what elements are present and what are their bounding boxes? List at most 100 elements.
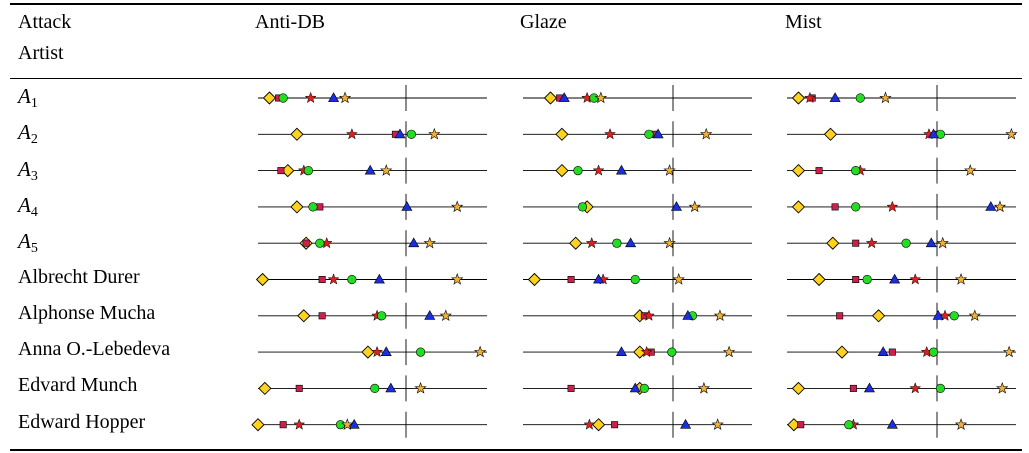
star-orange-marker (451, 273, 464, 285)
triangle-marker (558, 92, 570, 102)
triangle-marker (629, 382, 641, 393)
circle-marker (370, 383, 380, 394)
diamond-marker (290, 127, 304, 141)
star-orange-marker (993, 200, 1007, 213)
triangle-marker (385, 382, 397, 393)
row-label: Albrecht Durer (18, 266, 140, 289)
circle-marker (851, 166, 861, 176)
square-marker (277, 167, 285, 175)
circle-marker (855, 93, 865, 103)
diamond-marker (791, 200, 806, 214)
row-label-subscript: 5 (30, 241, 38, 257)
square-marker (852, 239, 860, 247)
square-marker (836, 312, 844, 320)
triangle-marker (424, 309, 436, 320)
square-marker (302, 239, 310, 247)
star-orange-marker (964, 164, 977, 176)
star-orange-marker (380, 164, 393, 176)
row-label: Edward Hopper (18, 411, 145, 434)
circle-marker (901, 238, 911, 248)
row-label-text: A (18, 192, 31, 217)
row-label-subscript: 2 (30, 132, 38, 148)
star-orange-marker (954, 418, 968, 430)
table-top-rule (10, 3, 1022, 5)
star-orange-marker (338, 91, 352, 104)
square-marker (295, 384, 303, 392)
circle-marker (278, 93, 288, 103)
square-marker (797, 421, 805, 429)
triangle-marker (670, 201, 682, 211)
row-label: A1 (18, 84, 38, 112)
row-label-text: A (18, 229, 31, 254)
star-orange-marker (1002, 345, 1016, 358)
triangle-marker (829, 92, 841, 102)
diamond-marker (527, 272, 542, 287)
star-orange-marker (697, 381, 711, 394)
triangle-marker (328, 92, 340, 102)
triangle-marker (932, 309, 944, 320)
diamond-marker (262, 91, 277, 105)
square-marker (316, 203, 324, 211)
diamond-marker (835, 345, 849, 359)
triangle-marker (877, 346, 889, 357)
star-orange-marker (968, 309, 981, 322)
circle-marker (844, 420, 854, 430)
star-red-marker (293, 418, 306, 430)
star-red-marker (585, 236, 598, 249)
triangle-marker (364, 164, 376, 175)
circle-marker (612, 238, 622, 248)
star-red-marker (304, 91, 317, 104)
header-attack-label: Attack (18, 11, 72, 33)
circle-marker (949, 311, 959, 321)
row-label-text: Edvard Munch (18, 374, 138, 397)
triangle-marker (373, 273, 385, 284)
star-orange-marker (711, 418, 724, 430)
circle-marker (308, 202, 318, 212)
row-label-text: Albrecht Durer (18, 265, 140, 288)
row-label: A3 (18, 157, 38, 185)
diamond-marker (871, 309, 886, 323)
star-red-marker (603, 127, 617, 140)
triangle-marker (593, 273, 605, 284)
circle-marker (577, 202, 588, 212)
star-orange-marker (439, 309, 452, 322)
row-label-subscript: 3 (30, 168, 38, 184)
triangle-marker (925, 237, 937, 248)
star-red-marker (803, 91, 816, 104)
square-marker (888, 348, 896, 356)
circle-marker (406, 129, 417, 139)
circle-marker (935, 383, 946, 394)
star-orange-marker (451, 200, 464, 213)
row-label-text: A (18, 84, 31, 108)
star-orange-marker (936, 236, 949, 249)
square-marker (849, 384, 857, 392)
column-header-glaze: Glaze (520, 11, 567, 33)
diamond-marker (255, 272, 270, 287)
diamond-marker (591, 418, 606, 432)
circle-marker (851, 202, 861, 212)
star-orange-marker (663, 236, 676, 249)
star-orange-marker (700, 127, 713, 140)
star-orange-marker (722, 345, 736, 358)
star-red-marker (345, 127, 358, 140)
row-label: A5 (18, 229, 38, 257)
circle-marker (303, 166, 313, 176)
triangle-marker (985, 201, 997, 211)
row-label: A2 (18, 120, 38, 148)
circle-marker (589, 93, 599, 103)
star-red-marker (642, 309, 655, 321)
star-orange-marker (473, 345, 487, 358)
circle-marker (667, 347, 677, 357)
square-marker (279, 421, 287, 429)
triangle-marker (408, 237, 420, 248)
diamond-marker (543, 91, 558, 105)
column-header-mist: Mist (785, 11, 822, 33)
diamond-marker (251, 418, 265, 432)
star-red-marker (371, 345, 384, 358)
row-label-subscript: 4 (30, 204, 38, 220)
triangle-marker (680, 418, 692, 429)
star-orange-marker (341, 418, 354, 430)
triangle-marker (625, 237, 637, 248)
diamond-marker (290, 200, 304, 214)
